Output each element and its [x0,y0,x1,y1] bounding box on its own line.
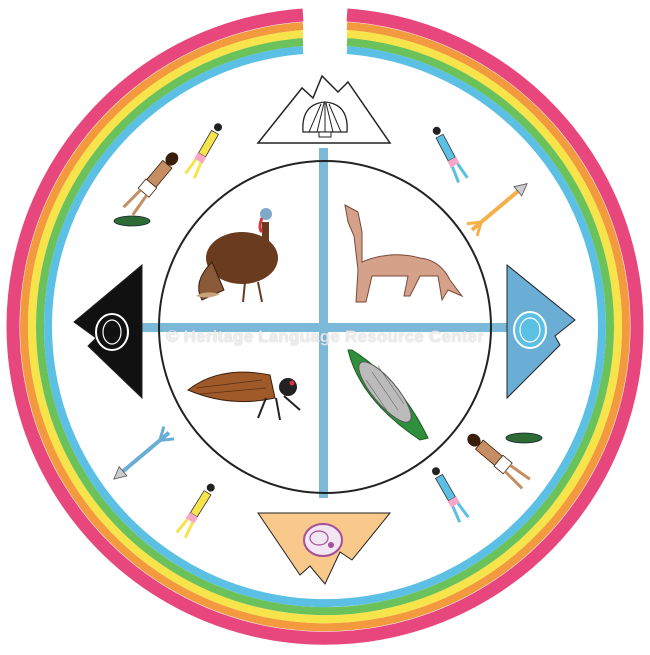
jet-stone-icon [95,313,129,351]
figure-sw-yellow [175,483,215,539]
arrow-sw-blue [113,426,175,480]
rainbow-band-orange [20,22,630,632]
west-mountain [73,263,143,400]
rainbow-ring [6,8,644,645]
rainbow-band-yellow [28,30,622,624]
shell-icon [302,101,348,138]
leaf-east [505,432,543,444]
turkey-icon [196,208,278,303]
figure-ne-blue [432,126,469,184]
inner-circle [158,160,492,494]
cicada-icon [187,371,301,421]
rainbow-band-blue [44,46,606,608]
coyote-icon [344,204,464,303]
figure-se-blue [432,467,470,523]
south-mountain [257,512,392,585]
abalone-icon [303,523,343,557]
cross-horizontal-bar [140,323,520,332]
copyright-watermark: © Heritage Language Resource Center [165,327,485,346]
figure-nw-yellow [184,123,222,179]
rainbow-band-green [36,38,614,616]
figure-se-brown [467,433,531,490]
north-mountain [256,74,392,144]
corn-icon [347,349,429,441]
east-mountain [506,263,576,400]
rainbow-band-pink [6,8,644,645]
figure-nw-brown [122,152,179,216]
central-cross [140,148,520,498]
leaf-west [113,215,151,227]
arrow-ne-orange [466,182,528,237]
turquoise-icon [513,311,547,349]
